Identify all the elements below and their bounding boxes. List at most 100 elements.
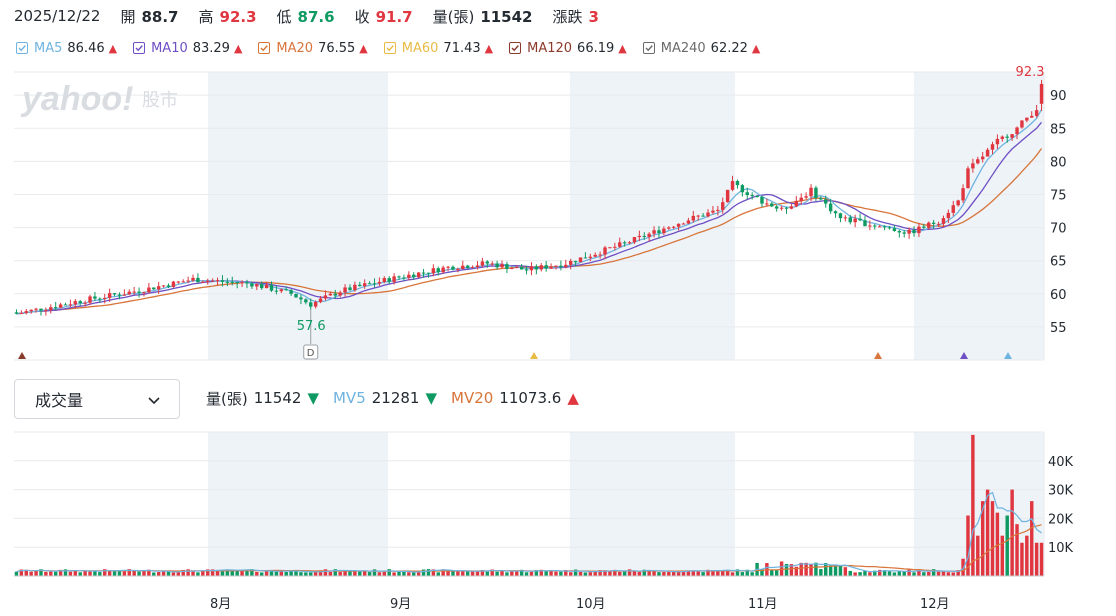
- candlestick[interactable]: [382, 276, 387, 284]
- candlestick[interactable]: [902, 229, 906, 238]
- volume-bar[interactable]: [348, 570, 352, 576]
- candlestick[interactable]: [745, 187, 749, 200]
- candlestick[interactable]: [461, 260, 465, 270]
- volume-bar[interactable]: [156, 572, 161, 576]
- candlestick[interactable]: [971, 158, 975, 173]
- volume-bar[interactable]: [917, 569, 921, 576]
- candlestick[interactable]: [421, 268, 426, 278]
- volume-bar[interactable]: [613, 569, 617, 576]
- candlestick[interactable]: [186, 276, 190, 284]
- volume-bar[interactable]: [333, 569, 337, 576]
- candlestick[interactable]: [294, 293, 298, 298]
- candlestick[interactable]: [824, 195, 828, 208]
- candlestick[interactable]: [598, 251, 602, 259]
- signal-marker-icon[interactable]: [1004, 352, 1012, 359]
- volume-bar[interactable]: [603, 570, 607, 576]
- volume-bar[interactable]: [117, 569, 122, 576]
- candlestick[interactable]: [863, 216, 867, 227]
- volume-bar[interactable]: [740, 572, 745, 576]
- candlestick[interactable]: [152, 287, 156, 290]
- candlestick[interactable]: [593, 252, 597, 258]
- candlestick[interactable]: [475, 261, 480, 270]
- candlestick[interactable]: [240, 280, 244, 288]
- volume-bar[interactable]: [49, 571, 53, 576]
- volume-bar[interactable]: [907, 569, 911, 576]
- candlestick[interactable]: [804, 192, 808, 200]
- volume-bar[interactable]: [441, 569, 445, 576]
- volume-bar[interactable]: [980, 501, 985, 576]
- candlestick[interactable]: [559, 260, 563, 271]
- candlestick[interactable]: [510, 266, 514, 270]
- candlestick[interactable]: [667, 226, 671, 230]
- volume-bar[interactable]: [667, 571, 671, 576]
- volume-bar[interactable]: [657, 572, 661, 576]
- candlestick[interactable]: [127, 289, 131, 295]
- candlestick[interactable]: [83, 300, 87, 307]
- volume-bar[interactable]: [485, 571, 490, 576]
- volume-bar[interactable]: [534, 570, 539, 576]
- candlestick[interactable]: [235, 281, 239, 289]
- candlestick[interactable]: [269, 281, 274, 292]
- candlestick[interactable]: [328, 291, 333, 296]
- candlestick[interactable]: [848, 214, 852, 225]
- candlestick[interactable]: [637, 230, 642, 242]
- candlestick[interactable]: [480, 257, 485, 268]
- ma-legend-item[interactable]: MA10 83.29 ▲: [133, 41, 242, 56]
- candlestick[interactable]: [696, 214, 700, 221]
- volume-bar[interactable]: [853, 572, 857, 576]
- volume-bar[interactable]: [196, 572, 200, 576]
- volume-bar[interactable]: [696, 570, 700, 576]
- volume-bar[interactable]: [676, 571, 681, 576]
- volume-bar[interactable]: [730, 572, 735, 576]
- volume-bar[interactable]: [671, 570, 676, 576]
- candlestick[interactable]: [917, 223, 921, 237]
- candlestick[interactable]: [814, 185, 818, 202]
- candlestick[interactable]: [397, 275, 401, 281]
- candlestick[interactable]: [39, 308, 43, 316]
- volume-bar[interactable]: [833, 564, 838, 576]
- volume-bar[interactable]: [573, 569, 578, 576]
- candlestick[interactable]: [603, 245, 607, 260]
- volume-bar[interactable]: [313, 571, 318, 576]
- candlestick[interactable]: [161, 285, 166, 288]
- volume-bar[interactable]: [24, 569, 28, 576]
- volume-bar[interactable]: [568, 572, 573, 576]
- volume-bar[interactable]: [456, 570, 460, 576]
- volume-bar[interactable]: [951, 572, 955, 576]
- volume-bar[interactable]: [142, 570, 146, 576]
- signal-marker-icon[interactable]: [18, 352, 26, 359]
- candlestick[interactable]: [951, 200, 955, 217]
- volume-bar[interactable]: [240, 569, 244, 576]
- candlestick[interactable]: [931, 219, 936, 229]
- volume-bar[interactable]: [269, 569, 274, 576]
- volume-bar[interactable]: [161, 570, 166, 576]
- volume-bar[interactable]: [171, 572, 176, 576]
- volume-bar[interactable]: [912, 572, 916, 576]
- candlestick[interactable]: [490, 261, 494, 266]
- candlestick[interactable]: [809, 184, 813, 202]
- volume-bar[interactable]: [622, 571, 627, 576]
- candlestick[interactable]: [358, 281, 362, 287]
- volume-bar[interactable]: [132, 570, 136, 576]
- candlestick[interactable]: [107, 288, 112, 302]
- candlestick[interactable]: [68, 299, 73, 308]
- volume-bar[interactable]: [1010, 489, 1014, 576]
- candlestick[interactable]: [117, 292, 122, 300]
- candlestick[interactable]: [941, 215, 946, 228]
- candlestick[interactable]: [343, 284, 347, 297]
- volume-bar[interactable]: [578, 571, 583, 576]
- candlestick[interactable]: [907, 227, 911, 239]
- signal-marker-icon[interactable]: [960, 352, 968, 359]
- candlestick[interactable]: [313, 300, 318, 309]
- volume-bar[interactable]: [510, 570, 514, 576]
- volume-bar[interactable]: [725, 570, 730, 576]
- volume-bar[interactable]: [559, 571, 563, 576]
- volume-bar[interactable]: [608, 571, 612, 576]
- ma-legend-item[interactable]: MA5 86.46 ▲: [16, 41, 117, 56]
- volume-bar[interactable]: [235, 570, 239, 576]
- volume-bar[interactable]: [892, 572, 897, 576]
- candlestick[interactable]: [985, 147, 990, 157]
- candlestick[interactable]: [29, 309, 33, 314]
- volume-bar[interactable]: [68, 571, 73, 576]
- candlestick[interactable]: [799, 193, 803, 205]
